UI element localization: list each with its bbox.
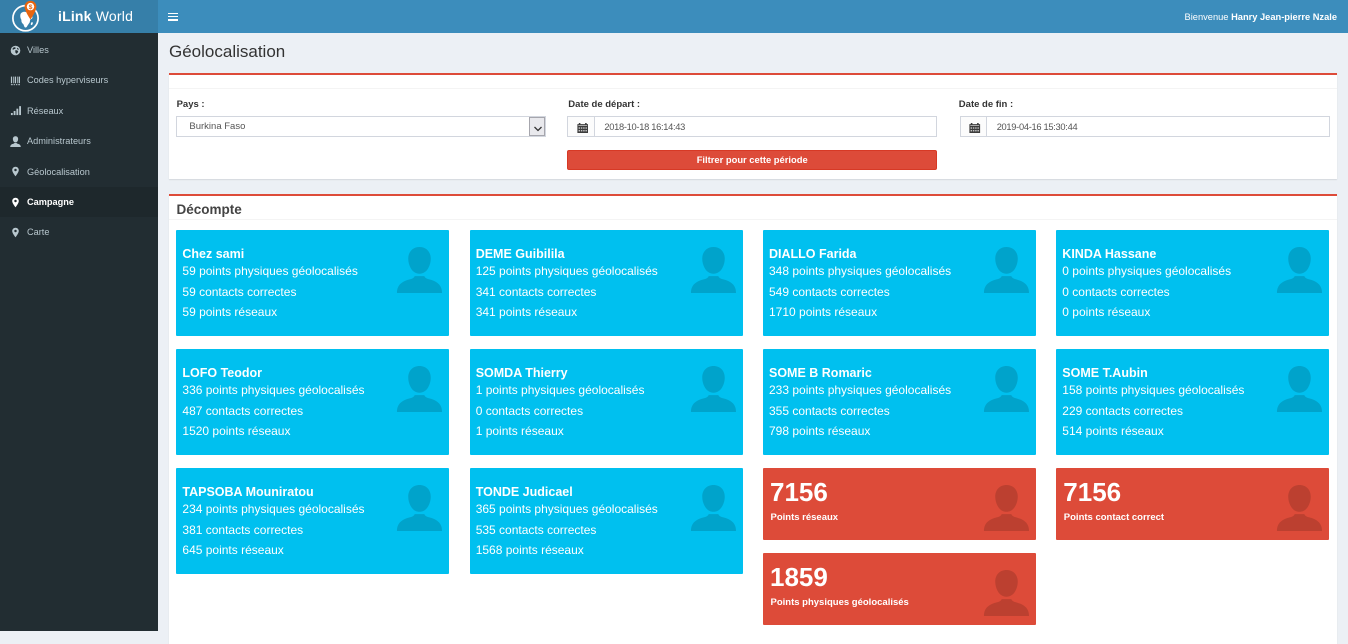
svg-text:$: $ (29, 4, 33, 11)
